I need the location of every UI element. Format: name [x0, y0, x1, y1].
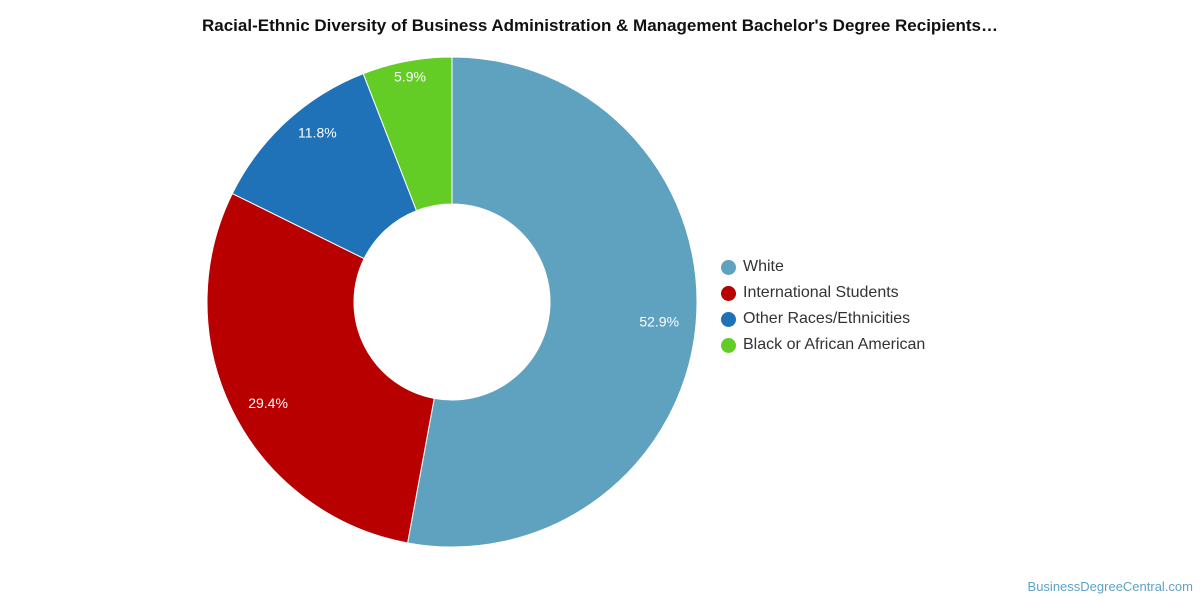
legend-label: International Students [743, 284, 899, 301]
legend-swatch [721, 285, 736, 301]
legend-item: White [721, 254, 925, 280]
legend-label: White [743, 258, 784, 275]
slice-label-1: 29.4% [248, 395, 288, 411]
slice-0 [407, 56, 698, 548]
slice-3 [362, 56, 453, 212]
legend-swatch [721, 259, 736, 275]
slice-label-2: 11.8% [298, 125, 337, 141]
legend-item: Other Races/Ethnicities [721, 306, 925, 332]
legend-label: Black or African American [743, 336, 926, 353]
slice-label-0: 52.9% [639, 313, 679, 329]
slice-1 [206, 192, 435, 544]
slice-label-3: 5.9% [394, 69, 426, 85]
slice-2 [231, 72, 418, 260]
chart-legend: White International Students Other Races/E… [721, 254, 925, 358]
legend-swatch [721, 311, 736, 327]
chart-title: Racial-Ethnic Diversity of Business Admi… [201, 16, 998, 35]
legend-item: Black or African American [721, 332, 925, 358]
legend-swatch [721, 337, 736, 353]
source-credit: BusinessDegreeCentral.com [1027, 579, 1193, 594]
legend-item: International Students [721, 280, 925, 306]
legend-label: Other Races/Ethnicities [743, 310, 911, 327]
